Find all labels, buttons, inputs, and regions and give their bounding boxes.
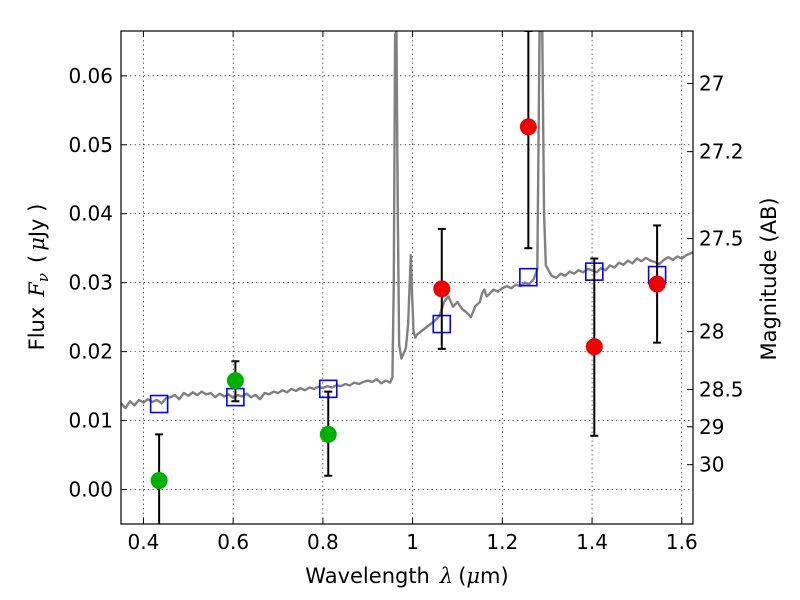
x-tick-label: 1.6 <box>666 530 698 554</box>
y-tick-label: 0.06 <box>68 64 113 88</box>
y-tick-label: 0.05 <box>68 133 113 157</box>
chart-marks <box>121 31 693 524</box>
y2-tick-label: 30 <box>699 453 724 477</box>
green-data-point <box>226 372 244 390</box>
y2-tick-label: 29 <box>699 415 724 439</box>
y2-tick-label: 27 <box>699 71 724 95</box>
x-tick-label: 0.8 <box>307 530 339 554</box>
y2-axis-label: Magnitude (AB) <box>757 197 781 360</box>
red-data-point <box>648 275 666 293</box>
axis-ticks: 0.4 0.6 0.8 1 1.2 1.4 1.6 0.00 0.01 0.02 0.03 0.04 0… <box>68 31 744 554</box>
y-tick-label: 0.04 <box>68 202 113 226</box>
green-data-point <box>150 472 168 490</box>
y2-tick-label: 28.5 <box>699 378 744 402</box>
y-tick-label: 0.02 <box>68 340 113 364</box>
x-tick-label: 0.4 <box>128 530 160 554</box>
y-tick-label: 0.03 <box>68 271 113 295</box>
red-data-point <box>585 338 603 356</box>
grid-lines <box>121 31 693 524</box>
y-tick-label: 0.01 <box>68 409 113 433</box>
x-tick-label: 0.6 <box>217 530 249 554</box>
x-tick-label: 1 <box>406 530 419 554</box>
model-square-point <box>149 394 169 414</box>
model-square-point <box>519 267 538 287</box>
y2-tick-label: 27.2 <box>699 140 744 164</box>
green-data-point <box>319 425 337 443</box>
red-data-point <box>519 118 537 136</box>
y-tick-label: 0.00 <box>68 478 113 502</box>
y-axis-label: FluxFν(μJy ) <box>25 204 52 351</box>
x-axis-label: Wavelength λ (μm) <box>305 564 508 588</box>
x-tick-label: 1.4 <box>576 530 608 554</box>
plot-area <box>121 31 693 524</box>
red-data-point <box>433 280 451 298</box>
y2-tick-label: 28 <box>699 320 724 344</box>
plot-frame <box>120 30 694 525</box>
y2-tick-label: 27.5 <box>699 227 744 251</box>
x-tick-label: 1.2 <box>486 530 518 554</box>
